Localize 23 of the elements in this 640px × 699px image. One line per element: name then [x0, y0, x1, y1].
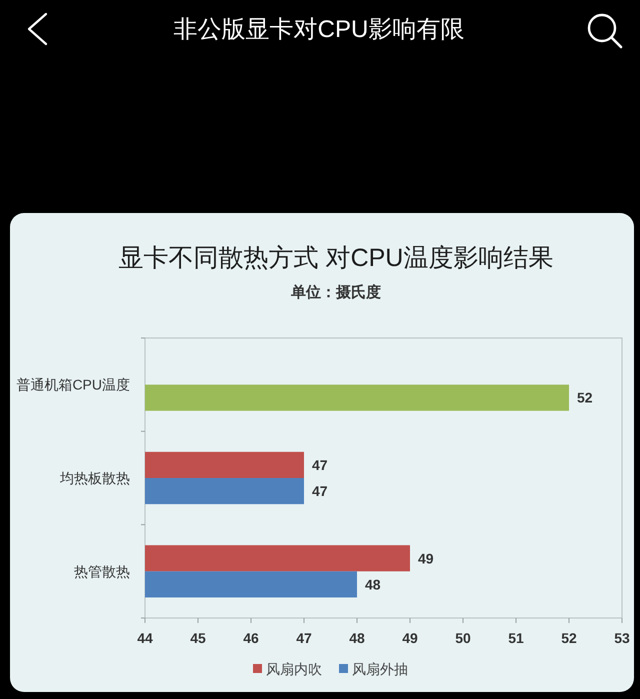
tick-label: 47 [296, 630, 312, 646]
category-label: 热管散热 [74, 563, 130, 580]
subtitle: 单位：摄氏度 [291, 284, 381, 301]
tick-label: 46 [243, 630, 259, 646]
tick-label: 44 [137, 630, 153, 646]
data-label: 52 [577, 390, 593, 406]
legend-label: 风扇内吹 [266, 661, 322, 677]
data-label: 48 [365, 576, 381, 592]
tick-label: 53 [614, 630, 630, 646]
data-label: 47 [312, 483, 328, 500]
category-label: 普通机箱CPU温度 [16, 376, 130, 393]
category-label: 均热板散热 [60, 470, 130, 486]
tick-label: 45 [190, 630, 206, 646]
tick-label: 48 [349, 630, 365, 646]
data-label: 47 [312, 456, 328, 473]
data-label: 49 [418, 550, 434, 566]
annotation: 非公版显卡对CPU影响有限 [174, 16, 464, 43]
tick-label: 50 [455, 630, 471, 646]
title: 显卡不同散热方式 对CPU温度影响结果 [118, 244, 554, 272]
tick-label: 52 [561, 630, 577, 646]
tick-label: 49 [402, 630, 418, 646]
legend-label: 风扇外抽 [352, 661, 408, 677]
tick-label: 51 [508, 630, 524, 646]
